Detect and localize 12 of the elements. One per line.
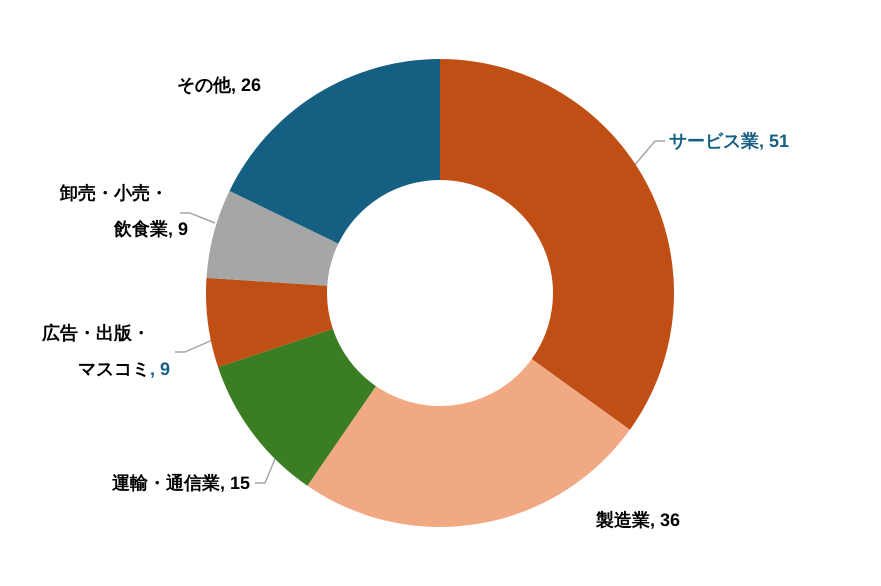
data-label: , 9	[168, 219, 188, 239]
slice-label: 卸売・小売・飲食業	[59, 183, 168, 239]
data-label: , 9	[150, 359, 170, 379]
data-label: , 26	[230, 75, 262, 95]
data-label: , 36	[650, 510, 680, 530]
slice-label: 運輸・通信業	[110, 473, 220, 493]
slice-label: サービス業	[669, 131, 759, 151]
slice-label: その他	[176, 75, 232, 95]
data-label: , 15	[220, 473, 250, 493]
slice-label: 製造業	[595, 510, 650, 530]
data-label: , 51	[759, 131, 790, 151]
slice-label: 広告・出版・マスコミ	[41, 323, 150, 379]
